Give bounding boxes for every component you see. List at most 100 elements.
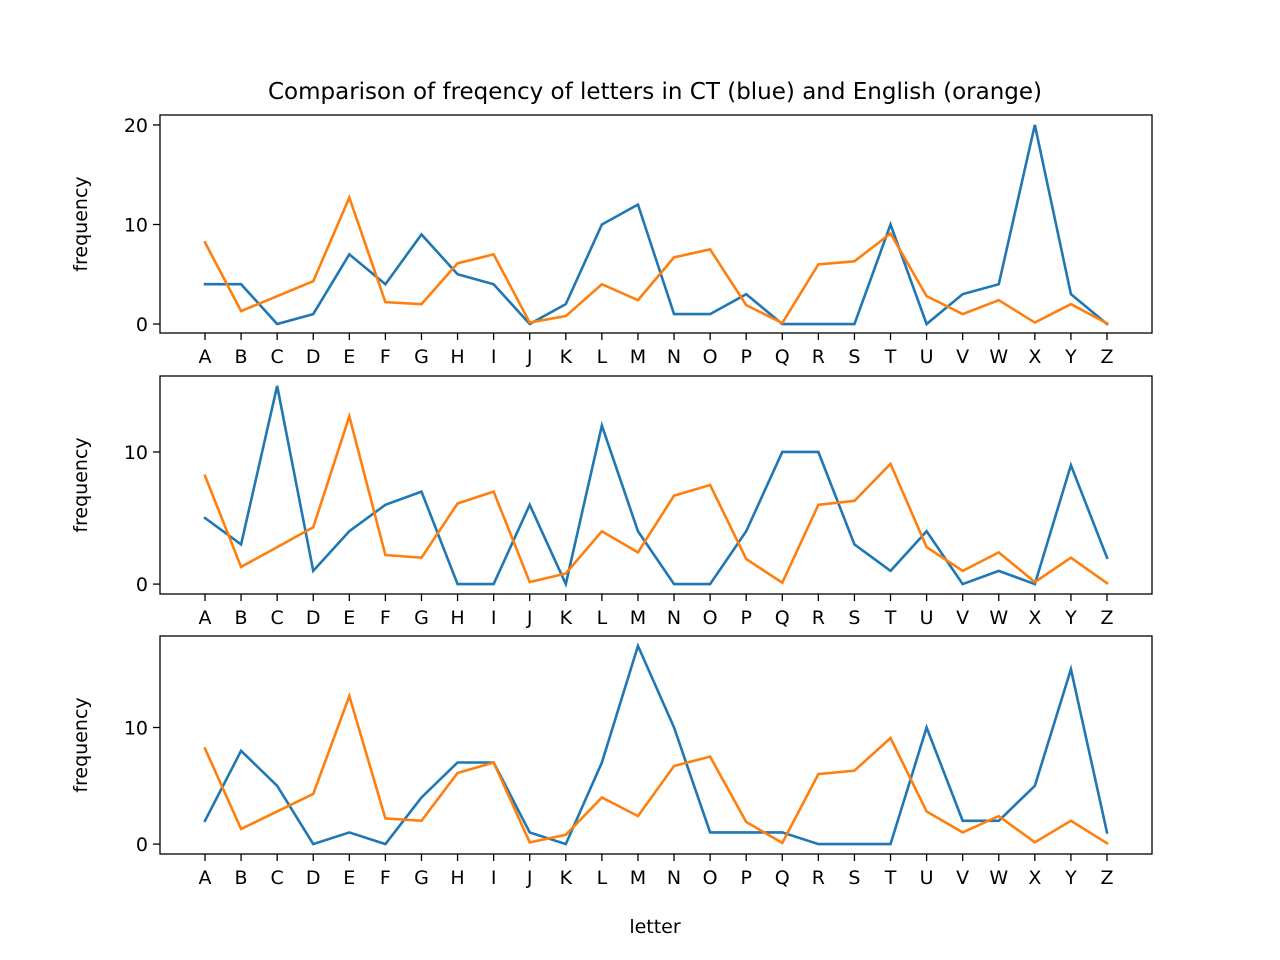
x-tick-label: H [450, 867, 464, 889]
x-tick-label: B [235, 346, 248, 368]
x-tick-label: V [956, 867, 969, 889]
x-axis-label: letter [629, 916, 681, 938]
axes-frame [159, 635, 1153, 855]
x-tick-label: K [560, 346, 573, 368]
x-tick-label: A [199, 867, 212, 889]
x-tick-label: M [630, 346, 646, 368]
x-tick-label: M [630, 607, 646, 629]
x-tick-label: D [306, 607, 321, 629]
x-tick-label: N [667, 867, 681, 889]
x-tick-label: I [491, 867, 497, 889]
x-tick-label: K [560, 867, 573, 889]
series-line-2 [203, 194, 1109, 326]
axes-frame [159, 375, 1153, 595]
series-line-2 [203, 411, 1109, 585]
x-tick-label: I [491, 346, 497, 368]
y-tick-label: 10 [124, 442, 148, 464]
x-tick-label: S [848, 607, 860, 629]
x-tick-label: O [703, 607, 718, 629]
x-tick-label: T [884, 867, 897, 889]
x-tick-label: R [812, 607, 825, 629]
x-tick-label: P [740, 346, 751, 368]
x-tick-label: O [703, 867, 718, 889]
y-tick-label: 10 [124, 214, 148, 236]
x-tick-label: F [380, 867, 391, 889]
x-tick-label: V [956, 346, 969, 368]
x-tick-label: F [380, 346, 391, 368]
y-tick-label: 20 [124, 115, 148, 137]
x-tick-label: N [667, 346, 681, 368]
x-tick-label: X [1028, 867, 1041, 889]
x-tick-label: W [989, 346, 1008, 368]
x-tick-label: Z [1100, 607, 1113, 629]
x-tick-label: G [414, 607, 429, 629]
x-tick-label: L [597, 346, 608, 368]
x-tick-label: T [884, 607, 897, 629]
x-tick-label: W [989, 607, 1008, 629]
series-line-1 [203, 124, 1109, 327]
x-tick-label: H [450, 607, 464, 629]
x-tick-label: H [450, 346, 464, 368]
y-axis-label: frequency [70, 697, 92, 792]
x-tick-label: J [526, 346, 533, 368]
x-tick-label: Y [1064, 867, 1077, 889]
x-tick-label: C [271, 867, 284, 889]
x-tick-label: G [414, 346, 429, 368]
x-tick-label: R [812, 346, 825, 368]
x-tick-label: T [884, 346, 897, 368]
x-tick-label: Q [775, 607, 790, 629]
series-line-2 [203, 691, 1109, 846]
x-tick-label: M [630, 867, 646, 889]
x-tick-label: B [235, 867, 248, 889]
x-tick-label: U [920, 867, 934, 889]
x-tick-label: K [560, 607, 573, 629]
x-tick-label: U [920, 607, 934, 629]
x-tick-label: C [271, 607, 284, 629]
x-tick-label: S [848, 867, 860, 889]
x-tick-label: D [306, 867, 321, 889]
x-tick-label: F [380, 607, 391, 629]
x-tick-label: D [306, 346, 321, 368]
x-tick-label: Q [775, 346, 790, 368]
x-tick-label: S [848, 346, 860, 368]
x-tick-label: E [343, 607, 355, 629]
x-tick-label: O [703, 346, 718, 368]
y-tick-label: 0 [136, 574, 148, 596]
figure-title: Comparison of freqency of letters in CT … [268, 79, 1042, 105]
x-tick-label: U [920, 346, 934, 368]
x-tick-label: R [812, 867, 825, 889]
x-tick-label: Y [1064, 607, 1077, 629]
y-axis-label: frequency [70, 437, 92, 532]
y-tick-label: 0 [136, 314, 148, 336]
x-tick-label: Q [775, 867, 790, 889]
y-tick-label: 10 [124, 718, 148, 740]
x-tick-label: J [526, 607, 533, 629]
x-tick-label: Z [1100, 346, 1113, 368]
x-tick-label: E [343, 346, 355, 368]
y-axis-label: frequency [70, 176, 92, 271]
x-tick-label: B [235, 607, 248, 629]
x-tick-label: E [343, 867, 355, 889]
x-tick-label: X [1028, 346, 1041, 368]
x-tick-label: J [526, 867, 533, 889]
x-tick-label: Y [1064, 346, 1077, 368]
x-tick-label: G [414, 867, 429, 889]
x-tick-label: L [597, 607, 608, 629]
x-tick-label: P [740, 607, 751, 629]
x-tick-label: L [597, 867, 608, 889]
x-tick-label: A [199, 346, 212, 368]
x-tick-label: V [956, 607, 969, 629]
x-tick-label: Z [1100, 867, 1113, 889]
x-tick-label: C [271, 346, 284, 368]
x-tick-label: A [199, 607, 212, 629]
x-tick-label: W [989, 867, 1008, 889]
series-line-1 [203, 642, 1109, 846]
x-tick-label: P [740, 867, 751, 889]
x-tick-label: I [491, 607, 497, 629]
